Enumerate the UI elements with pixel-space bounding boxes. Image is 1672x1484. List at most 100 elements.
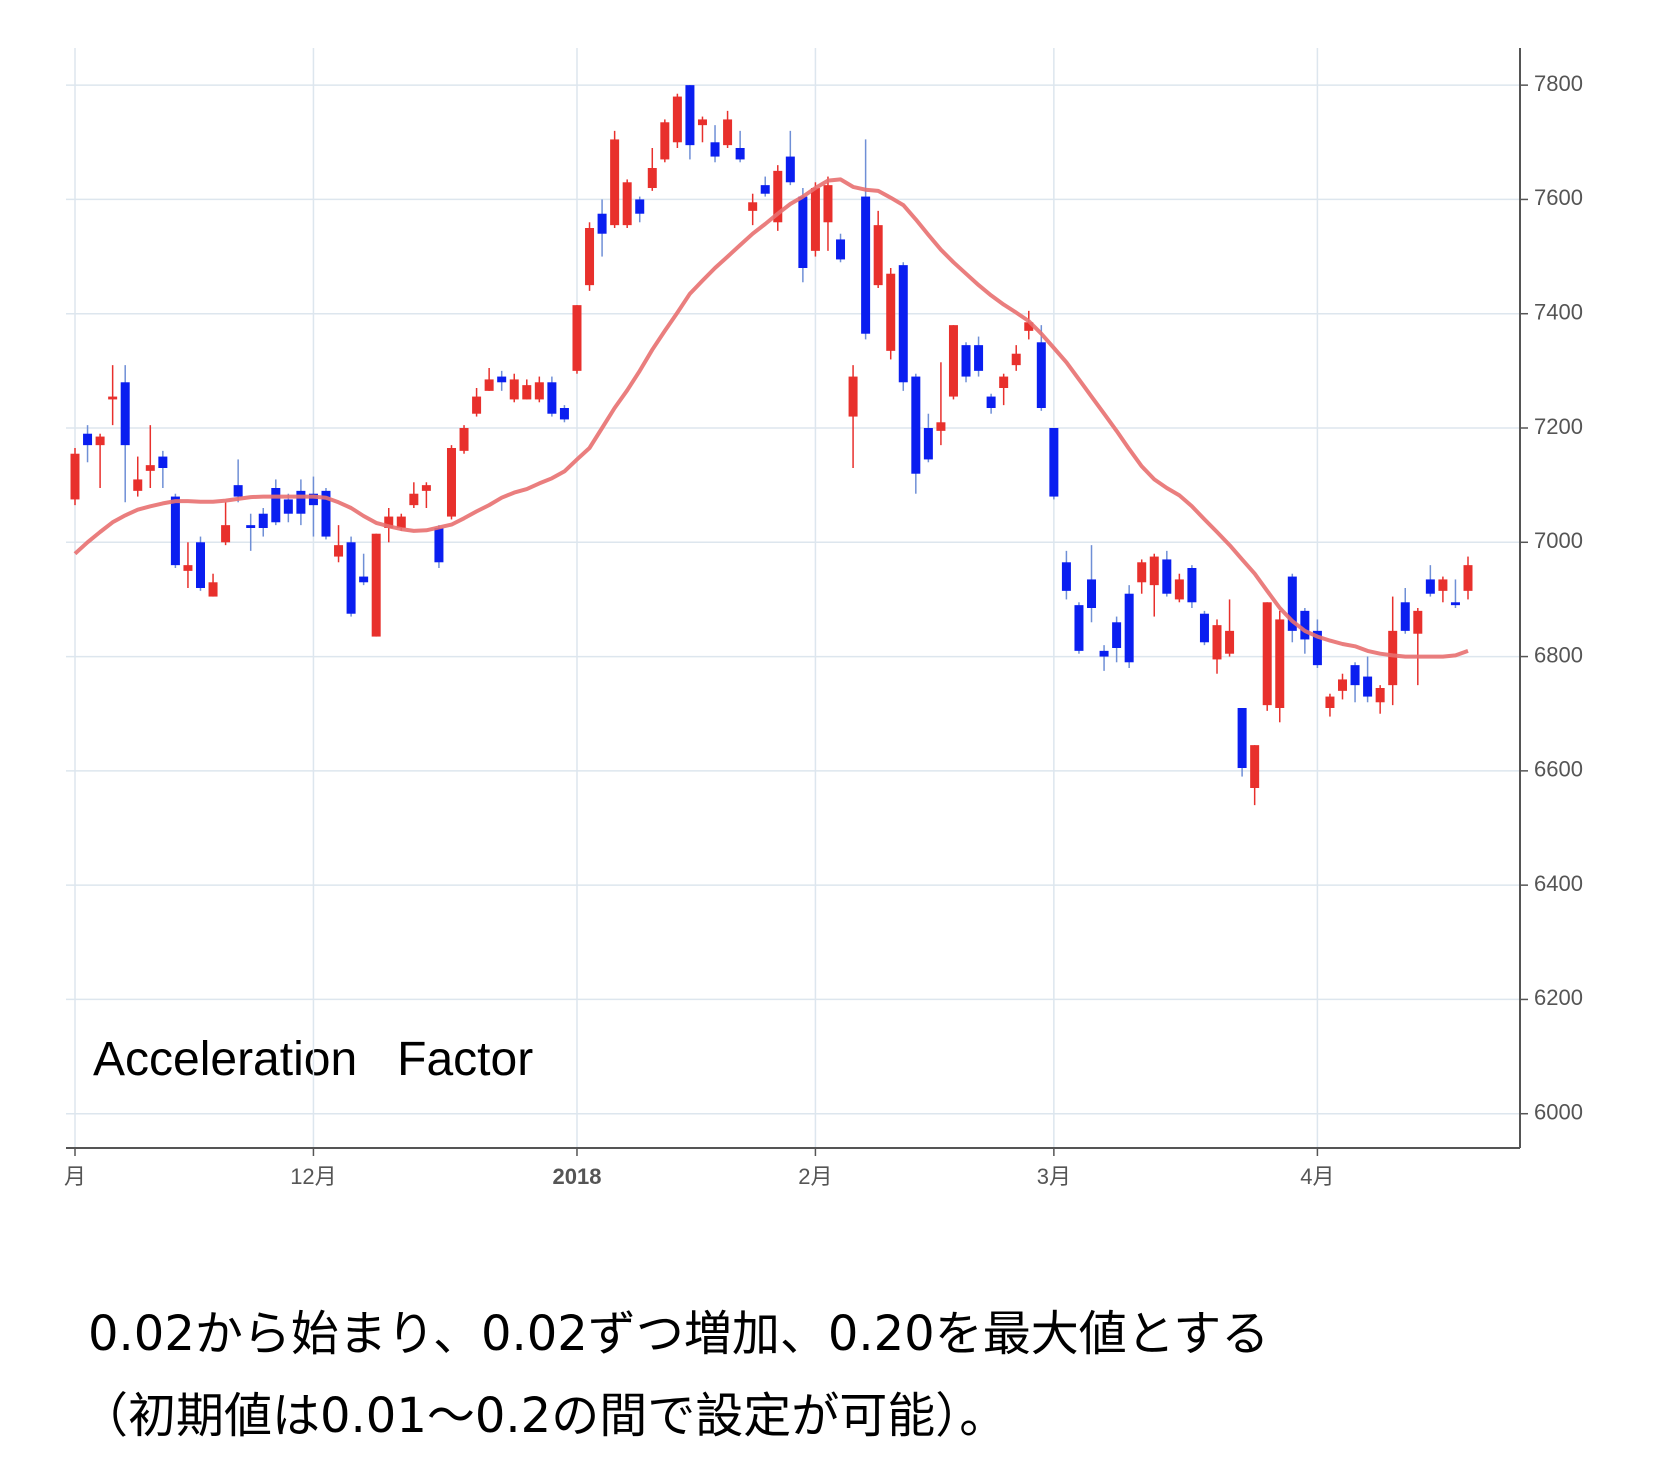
candle-body	[296, 490, 306, 514]
candle-body	[1074, 605, 1084, 651]
candle-body	[409, 493, 419, 506]
candle-body	[170, 496, 180, 566]
candle-body	[1463, 565, 1473, 591]
candle-body	[70, 453, 80, 500]
candle-body	[861, 196, 871, 334]
candle-body	[622, 182, 632, 226]
candle-body	[1061, 562, 1071, 591]
candle-body	[1325, 696, 1335, 708]
candle-body	[1375, 688, 1385, 703]
candle-body	[346, 542, 356, 614]
candle-body	[773, 170, 783, 223]
candle-body	[1388, 630, 1398, 686]
candle-body	[723, 119, 733, 146]
candle-body	[1413, 610, 1423, 634]
candle-body	[710, 142, 720, 157]
candle-body	[697, 119, 707, 126]
candle-body	[1250, 745, 1260, 788]
candle-body	[886, 273, 896, 351]
candle-body	[635, 199, 645, 214]
candle-body	[421, 485, 431, 491]
candle-body	[334, 545, 344, 557]
candle-body	[446, 448, 456, 517]
candle-body	[999, 376, 1009, 388]
y-tick-label: 6400	[1534, 871, 1583, 896]
candle-body	[208, 582, 218, 597]
candle-body	[823, 185, 833, 223]
candle-body	[308, 493, 318, 506]
candle-body	[459, 428, 469, 451]
candle-body	[1287, 576, 1297, 631]
candle-body	[1099, 650, 1109, 657]
candle-body	[522, 385, 532, 400]
candle-body	[145, 465, 155, 471]
candle-body	[1024, 322, 1034, 331]
candle-body	[559, 408, 569, 420]
candle-body	[1162, 559, 1172, 594]
candle-body	[1137, 562, 1147, 583]
candle-body	[848, 376, 858, 417]
candle-body	[986, 396, 996, 408]
candle-body	[798, 196, 808, 268]
candle-body	[484, 379, 494, 391]
candle-body	[735, 148, 745, 160]
candle-body	[572, 305, 582, 371]
candle-body	[221, 525, 231, 543]
x-tick-label: 2月	[798, 1164, 832, 1189]
candle-body	[1237, 708, 1247, 768]
candle-body	[1011, 353, 1021, 366]
candle-body	[1438, 579, 1448, 591]
candle-body	[371, 533, 381, 637]
candle-body	[585, 228, 595, 286]
candle-body	[183, 565, 193, 571]
candle-body	[911, 376, 921, 474]
candle-body	[1124, 593, 1134, 663]
candle-body	[1312, 630, 1322, 666]
candle-body	[610, 139, 620, 226]
candle-body	[95, 436, 105, 446]
candle-body	[497, 376, 507, 383]
y-tick-label: 7400	[1534, 300, 1583, 325]
candle-body	[810, 188, 820, 251]
candle-body	[321, 490, 331, 537]
moving-average-line	[73, 177, 1469, 659]
candle-body	[359, 576, 369, 583]
candle-body	[672, 96, 682, 143]
candle-body	[195, 542, 205, 588]
candle-body	[961, 345, 971, 377]
candle-body	[1275, 619, 1285, 708]
candle-body	[1400, 602, 1410, 631]
candle-body	[1350, 665, 1360, 686]
candle-body	[1363, 676, 1373, 697]
candle-body	[1087, 579, 1097, 608]
candle-body	[384, 516, 394, 528]
candle-body	[1049, 428, 1059, 497]
candle-body	[1450, 602, 1460, 606]
x-tick-label: 月	[64, 1164, 86, 1189]
candle-body	[1338, 679, 1348, 691]
candle-body	[83, 433, 93, 446]
candle-body	[1425, 579, 1435, 594]
candle-body	[434, 528, 444, 563]
candle-body	[1174, 579, 1184, 600]
candle-body	[1199, 613, 1209, 643]
candle-body	[1262, 602, 1272, 706]
candle-body	[258, 513, 268, 528]
candle-body	[898, 265, 908, 383]
candle-body	[974, 345, 984, 371]
candle-body	[246, 525, 256, 528]
x-tick-label: 2018	[553, 1164, 602, 1189]
candle-body	[509, 379, 519, 400]
y-tick-label: 7000	[1534, 528, 1583, 553]
y-tick-label: 6000	[1534, 1100, 1583, 1125]
candle-body	[283, 499, 293, 514]
candle-body	[836, 239, 846, 260]
note-line: （初期値は0.01～0.2の間で設定が可能）。	[80, 1388, 1007, 1444]
x-tick-label: 4月	[1300, 1164, 1334, 1189]
y-tick-label: 6600	[1534, 757, 1583, 782]
candle-body	[472, 396, 482, 414]
note-line: 0.02から始まり、0.02ずつ増加、0.20を最大値とする	[88, 1306, 1269, 1362]
candle-body	[760, 185, 770, 194]
candle-body	[685, 85, 695, 146]
